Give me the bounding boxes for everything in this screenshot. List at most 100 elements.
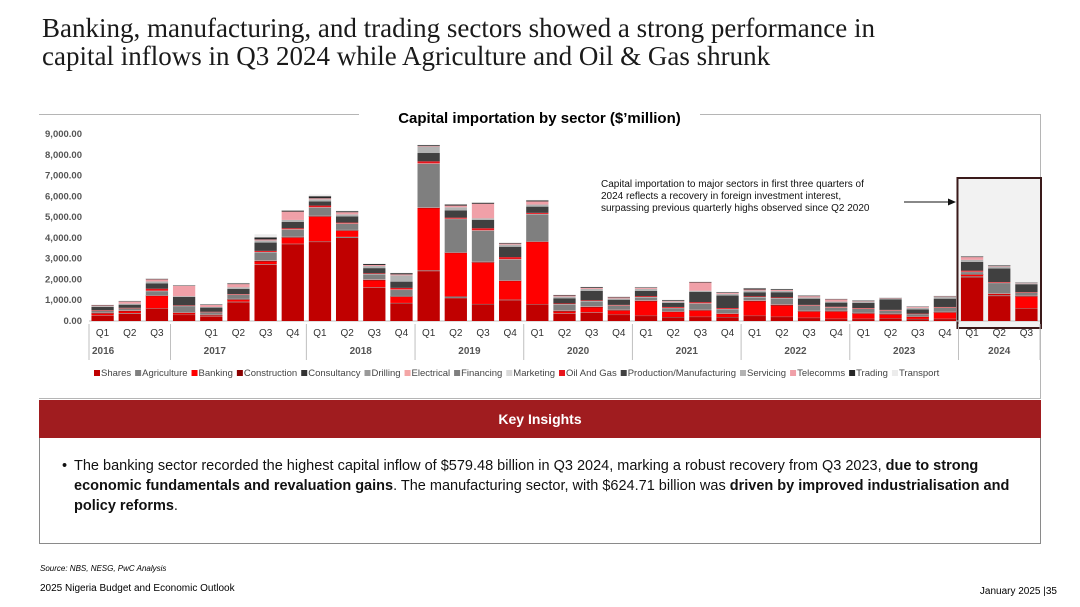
bar-segment [553, 304, 576, 305]
bar-segment [825, 298, 848, 300]
bar-segment [743, 292, 766, 297]
bar-segment [91, 304, 114, 305]
bar-segment [689, 291, 712, 303]
legend-swatch [891, 370, 898, 376]
bar-segment [281, 229, 304, 230]
bar-segment [145, 308, 169, 321]
bar-segment [227, 284, 250, 288]
bar-segment [91, 304, 114, 306]
bar-segment [526, 199, 549, 201]
x-tick-label: Q1 [857, 328, 871, 339]
legend-label: Construction [244, 368, 297, 379]
bar-segment [499, 259, 522, 260]
bar-segment [553, 313, 576, 321]
bar-segment [716, 317, 739, 321]
legend-swatch [790, 370, 797, 376]
bar-segment [200, 306, 223, 308]
bar-segment [118, 313, 141, 321]
bar-segment [363, 279, 386, 280]
bar-segment [716, 308, 739, 309]
bar-segment [634, 296, 658, 298]
legend-swatch [301, 370, 308, 376]
bar-segment [227, 294, 250, 295]
bar-segment [363, 268, 386, 274]
bar-segment [281, 229, 304, 237]
bar-segment [879, 314, 902, 319]
bar-segment [716, 308, 739, 310]
bar-segment [906, 309, 929, 314]
bar-segment [770, 298, 794, 305]
bar-segment [933, 295, 957, 297]
source-note: Source: NBS, NESG, PwC Analysis [40, 564, 167, 573]
bar-segment [580, 307, 603, 313]
bar-segment [254, 239, 277, 241]
bar-segment [145, 278, 169, 280]
legend-swatch [404, 370, 411, 376]
bar-segment [118, 313, 141, 314]
bar-segment [607, 305, 630, 306]
bar-segment [200, 314, 223, 316]
bar-segment [553, 303, 576, 305]
bar-segment [444, 252, 467, 253]
bar-segment [308, 196, 332, 199]
legend-label: Telecomms [797, 368, 845, 379]
bar-segment [553, 310, 576, 312]
bar-segment [662, 317, 685, 321]
bar-segment [118, 301, 141, 304]
bar-segment [743, 315, 766, 317]
bar-segment [716, 293, 739, 296]
bar-segment [797, 305, 821, 306]
bar-segment [580, 287, 603, 289]
bar-segment [471, 262, 495, 304]
bar-segment [553, 295, 576, 297]
bar-segment [118, 303, 141, 305]
bar-segment [770, 289, 794, 290]
bar-segment [879, 313, 902, 315]
bar-segment [743, 296, 766, 298]
bar-segment [227, 283, 250, 285]
x-tick-label: Q1 [313, 328, 327, 339]
bar-segment [580, 290, 603, 301]
bar-segment [825, 318, 848, 320]
bar-segment [526, 212, 549, 214]
bar-segment [553, 311, 576, 314]
bar-segment [933, 307, 957, 312]
bar-segment [390, 275, 413, 282]
bar-segment [879, 299, 902, 310]
bar-segment [933, 296, 957, 298]
bar-segment [988, 295, 1011, 297]
bar-segment [852, 313, 875, 319]
bar-segment [852, 308, 875, 309]
bar-segment [172, 296, 196, 298]
bar-segment [417, 207, 440, 271]
bar-segment [390, 289, 413, 296]
bar-segment [662, 300, 685, 302]
bar-segment [91, 313, 114, 316]
bar-segment [797, 310, 821, 312]
bar-segment [988, 266, 1011, 269]
x-tick-label: Q3 [585, 328, 599, 339]
key-insights-box [39, 438, 1041, 544]
bar-segment [526, 304, 549, 321]
bar-segment [906, 316, 929, 319]
y-tick-label: 8,000.00 [45, 150, 82, 161]
bar-segment [145, 283, 169, 289]
bar-segment [797, 305, 821, 311]
bar-segment [308, 207, 332, 216]
legend-label: Production/Manufacturing [628, 368, 736, 379]
x-tick-label: Q1 [748, 328, 762, 339]
bar-segment [471, 228, 495, 231]
bar-segment [118, 308, 141, 311]
bar-segment [879, 297, 902, 298]
bar-segment [390, 281, 413, 288]
bar-segment [363, 266, 386, 269]
x-tick-label: Q1 [531, 328, 545, 339]
bar-segment [417, 144, 440, 146]
bar-segment [499, 246, 522, 258]
bar-segment [200, 312, 223, 315]
annotation-text: surpassing previous quarterly highs obse… [601, 203, 870, 214]
bar-segment [770, 292, 794, 298]
legend-label: Servicing [747, 368, 786, 379]
x-tick-label: Q3 [1020, 328, 1034, 339]
bar-segment [417, 207, 440, 208]
